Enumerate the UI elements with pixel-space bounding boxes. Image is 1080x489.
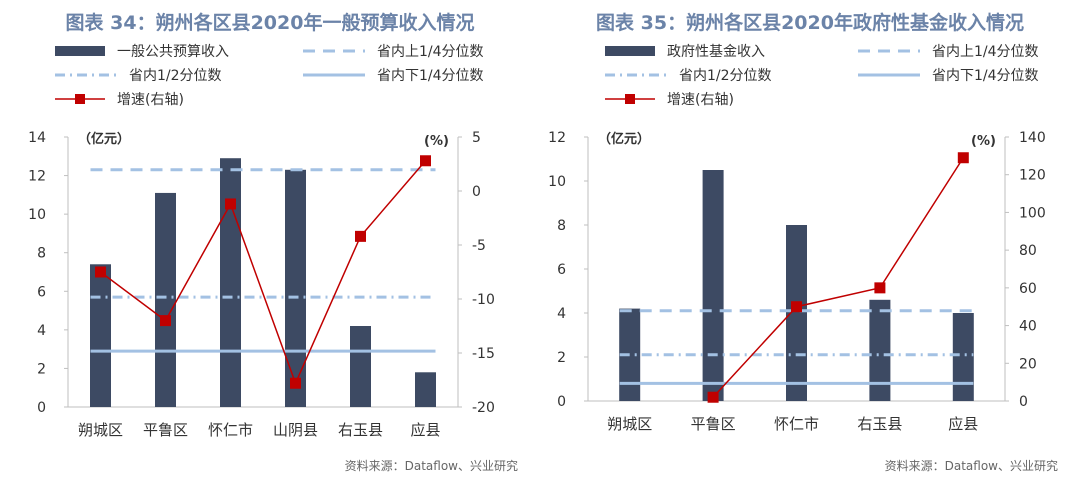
- left-axis-label: （亿元）: [78, 131, 130, 147]
- legend-swatch-marker: [75, 94, 85, 104]
- bar: [619, 308, 641, 401]
- left-tick-label: 0: [557, 394, 566, 410]
- left-tick-label: 8: [557, 218, 566, 234]
- category-label: 朔城区: [607, 415, 652, 433]
- growth-point: [707, 391, 719, 403]
- growth-point: [791, 301, 802, 313]
- left-tick-label: 4: [557, 306, 566, 322]
- left-tick-label: 14: [28, 130, 46, 146]
- right-axis-label: (%): [424, 134, 449, 149]
- right-tick-label: 5: [472, 130, 481, 146]
- bar: [350, 326, 371, 407]
- growth-point: [355, 230, 366, 242]
- left-tick-label: 10: [28, 207, 46, 223]
- right-tick-label: 20: [1019, 356, 1037, 372]
- bar: [952, 313, 974, 401]
- legend-label: 省内1/2分位数: [129, 68, 222, 84]
- category-label: 平鲁区: [691, 415, 736, 433]
- right-tick-label: -5: [472, 238, 486, 254]
- left-tick-label: 0: [37, 400, 46, 416]
- category-label: 平鲁区: [143, 421, 188, 439]
- legend-swatch-bar: [605, 46, 655, 56]
- category-label: 右玉县: [857, 415, 902, 433]
- left-tick-label: 2: [557, 350, 566, 366]
- growth-point: [95, 266, 106, 278]
- category-label: 右玉县: [338, 421, 383, 439]
- bar: [90, 264, 111, 407]
- legend-swatch-bar: [55, 46, 105, 56]
- category-label: 应县: [410, 421, 440, 439]
- growth-point: [957, 152, 969, 164]
- left-tick-label: 10: [548, 174, 566, 190]
- left-tick-label: 4: [37, 323, 46, 339]
- chart-title: 图表 34：朔州各区县2020年一般预算收入情况: [65, 12, 475, 34]
- legend-label: 省内1/2分位数: [679, 68, 772, 84]
- right-tick-label: 60: [1019, 281, 1037, 297]
- right-tick-label: 120: [1019, 168, 1046, 184]
- legend-label: 政府性基金收入: [667, 43, 765, 60]
- bar: [415, 372, 436, 407]
- category-label: 应县: [948, 415, 978, 433]
- left-tick-label: 8: [37, 246, 46, 262]
- right-tick-label: 40: [1019, 319, 1037, 335]
- chart-title: 图表 35：朔州各区县2020年政府性基金收入情况: [596, 12, 1024, 34]
- legend-label: 增速(右轴): [667, 92, 734, 108]
- right-tick-label: 140: [1019, 130, 1046, 146]
- right-tick-label: -15: [472, 346, 495, 362]
- legend-label: 增速(右轴): [117, 92, 184, 108]
- right-tick-label: 0: [472, 184, 481, 200]
- left-tick-label: 2: [37, 361, 46, 377]
- right-axis-label: (%): [971, 134, 996, 149]
- growth-point: [225, 198, 236, 210]
- legend-label: 一般公共预算收入: [117, 44, 229, 60]
- left-tick-label: 6: [557, 262, 566, 278]
- right-tick-label: 0: [1019, 394, 1028, 410]
- legend-label: 省内下1/4分位数: [932, 68, 1039, 84]
- category-label: 朔城区: [78, 421, 123, 439]
- legend-label: 省内上1/4分位数: [377, 44, 484, 60]
- chart-source: 资料来源：Dataflow、兴业研究: [884, 459, 1058, 473]
- bar: [155, 192, 176, 407]
- left-tick-label: 12: [28, 169, 46, 185]
- category-label: 怀仁市: [774, 415, 819, 433]
- right-tick-label: 80: [1019, 243, 1037, 259]
- chart-panel-left: 图表 34：朔州各区县2020年一般预算收入情况 0 2 4 6 8 10 12 14 -20 -…: [28, 12, 518, 473]
- growth-point: [420, 155, 431, 167]
- bar: [786, 225, 807, 401]
- right-tick-label: 100: [1019, 205, 1046, 221]
- left-axis-label: （亿元）: [598, 131, 650, 147]
- left-tick-label: 12: [548, 130, 566, 146]
- legend-swatch-marker: [625, 94, 635, 104]
- growth-line: [100, 160, 427, 386]
- legend-label: 省内上1/4分位数: [932, 44, 1039, 60]
- growth-point: [290, 377, 301, 389]
- chart-panel-right: 图表 35：朔州各区县2020年政府性基金收入情况 0 2 4 6 8 10 12 0 20 40…: [540, 0, 1080, 489]
- right-tick-label: -10: [472, 292, 495, 308]
- chart-svg-left: 0 2 4 6 8 10 12 14 -20 -15 -10 -5 0 5 （亿元） (%) 朔城区 平鲁区 怀仁市…: [28, 44, 495, 439]
- category-label: 山阴县: [273, 421, 318, 439]
- bar: [702, 170, 724, 401]
- bar: [869, 299, 891, 401]
- bar: [220, 158, 241, 407]
- chart-source: 资料来源：Dataflow、兴业研究: [344, 459, 518, 473]
- category-label: 怀仁市: [208, 421, 253, 439]
- growth-point: [160, 315, 171, 327]
- growth-line: [712, 157, 964, 398]
- growth-point: [874, 282, 886, 294]
- bar: [285, 169, 306, 407]
- right-tick-label: -20: [472, 400, 495, 416]
- left-tick-label: 6: [37, 284, 46, 300]
- legend-label: 省内下1/4分位数: [377, 68, 484, 84]
